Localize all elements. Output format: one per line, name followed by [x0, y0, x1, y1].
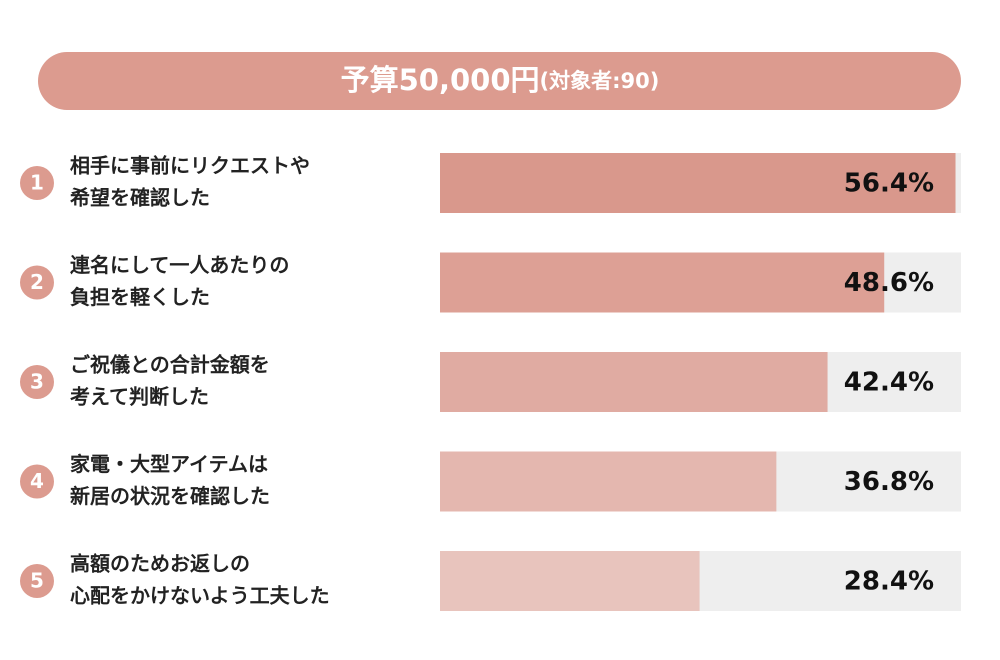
chart-title: 予算50,000円	[341, 63, 540, 97]
bar	[440, 252, 885, 313]
rank-badge	[20, 564, 54, 598]
value-label: 42.4%	[844, 368, 934, 398]
category-label: 負担を軽くした	[70, 285, 210, 309]
category-label: 連名にして一人あたりの	[70, 253, 289, 277]
title-line: 予算50,000円(対象者:90)	[341, 63, 660, 97]
rank-number: 2	[30, 270, 44, 294]
rank-number: 4	[30, 469, 44, 493]
category-label: 心配をかけないよう工夫した	[70, 584, 330, 608]
bar	[440, 551, 700, 611]
category-label: 家電・大型アイテムは	[70, 452, 268, 476]
value-label: 48.6%	[844, 268, 934, 298]
chart-subtitle: (対象者:90)	[540, 69, 660, 93]
category-label: 高額のためお返しの	[70, 552, 250, 576]
rank-number: 3	[30, 370, 44, 394]
category-label: 希望を確認した	[70, 186, 210, 210]
bar	[440, 153, 956, 213]
title-banner	[38, 52, 961, 110]
bar	[440, 352, 828, 412]
value-label: 56.4%	[844, 169, 934, 199]
value-label: 28.4%	[844, 567, 934, 597]
rank-number: 5	[30, 569, 44, 593]
category-label: 新居の状況を確認した	[70, 484, 270, 508]
rank-badge	[20, 166, 54, 200]
category-label: 考えて判断した	[70, 385, 209, 409]
rank-badge	[20, 464, 54, 499]
value-label: 36.8%	[844, 467, 934, 497]
rank-badge	[20, 365, 54, 399]
bar	[440, 451, 777, 512]
rank-number: 1	[30, 171, 44, 195]
category-label: ご祝儀との合計金額を	[70, 353, 270, 377]
category-label: 相手に事前にリクエストや	[70, 154, 310, 178]
rank-badge	[20, 265, 54, 300]
